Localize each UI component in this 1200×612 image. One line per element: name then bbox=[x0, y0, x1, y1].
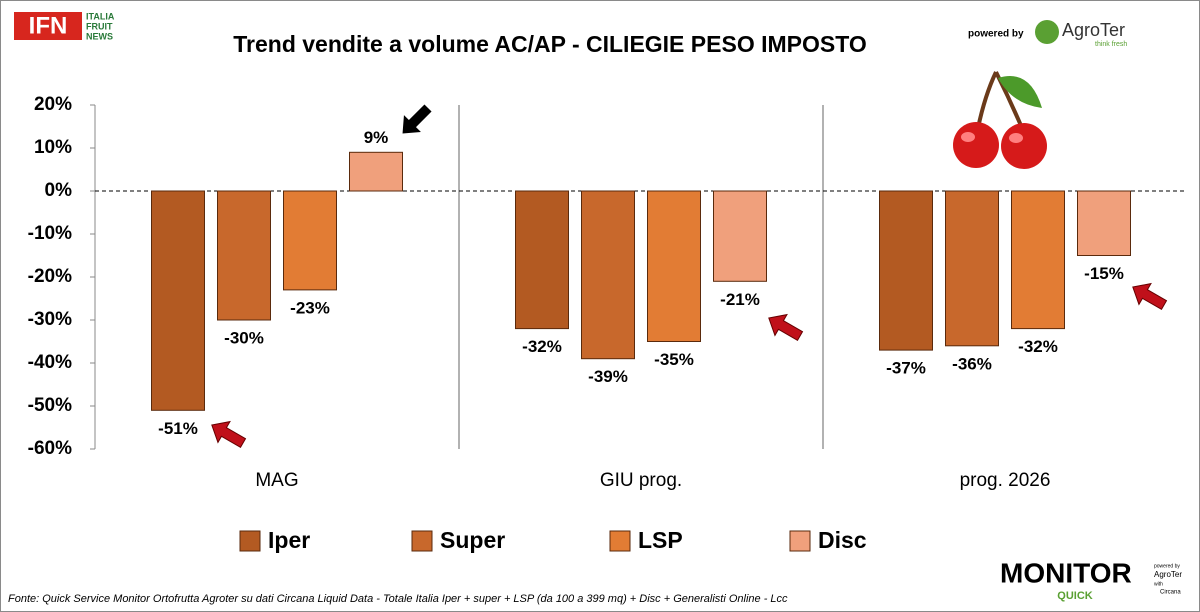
ifn-line: FRUIT bbox=[86, 21, 113, 31]
y-tick-label: 10% bbox=[34, 137, 72, 158]
powered-by: powered by bbox=[968, 29, 1024, 40]
y-tick-label: -40% bbox=[28, 352, 72, 373]
value-label: -23% bbox=[290, 298, 330, 317]
source-note: Fonte: Quick Service Monitor Ortofrutta … bbox=[8, 593, 788, 605]
x-tick-label: MAG bbox=[255, 470, 298, 491]
value-label: -21% bbox=[720, 290, 760, 309]
monitor-side: AgroTer bbox=[1154, 570, 1182, 579]
value-label: -32% bbox=[522, 337, 562, 356]
agroter-tagline: think fresh bbox=[1095, 41, 1127, 48]
y-tick-label: -20% bbox=[28, 266, 72, 287]
legend-label: Iper bbox=[268, 527, 310, 553]
y-tick-label: -50% bbox=[28, 395, 72, 416]
monitor-logo: MONITOR bbox=[1000, 557, 1132, 588]
chart-title: Trend vendite a volume AC/AP - CILIEGIE … bbox=[233, 31, 867, 57]
bar bbox=[945, 190, 999, 347]
monitor-side: powered by bbox=[1154, 563, 1180, 569]
y-tick-label: 0% bbox=[45, 180, 73, 201]
legend-label: LSP bbox=[638, 527, 683, 553]
legend-swatch bbox=[411, 530, 433, 552]
y-tick-label: -10% bbox=[28, 223, 72, 244]
monitor-side: with bbox=[1154, 581, 1163, 587]
value-label: -35% bbox=[654, 350, 694, 369]
bar bbox=[151, 190, 205, 411]
bar bbox=[217, 190, 271, 321]
ifn-line: NEWS bbox=[86, 31, 113, 41]
agroter-logo: AgroTer bbox=[1062, 20, 1125, 40]
monitor-side: Circana bbox=[1160, 590, 1181, 596]
legend-label: Super bbox=[440, 527, 505, 553]
bar bbox=[283, 190, 337, 291]
value-label: -30% bbox=[224, 328, 264, 347]
value-label: -36% bbox=[952, 354, 992, 373]
agroter-icon bbox=[1035, 20, 1059, 44]
bar bbox=[1077, 190, 1131, 256]
legend-swatch bbox=[609, 530, 631, 552]
y-tick-label: 20% bbox=[34, 94, 72, 115]
bar bbox=[581, 190, 635, 360]
legend-swatch bbox=[789, 530, 811, 552]
ifn-logo: IFN bbox=[29, 12, 68, 39]
value-label: -32% bbox=[1018, 337, 1058, 356]
x-tick-label: prog. 2026 bbox=[960, 470, 1051, 491]
bar bbox=[515, 190, 569, 330]
value-label: -15% bbox=[1084, 264, 1124, 283]
legend-label: Disc bbox=[818, 527, 867, 553]
x-tick-label: GIU prog. bbox=[600, 470, 682, 491]
value-label: -51% bbox=[158, 419, 198, 438]
bar bbox=[879, 190, 933, 351]
cherry-illustration bbox=[953, 71, 1047, 169]
value-label: 9% bbox=[364, 128, 389, 147]
quick-logo: QUICK bbox=[1057, 590, 1093, 602]
bar bbox=[713, 190, 767, 282]
value-label: -39% bbox=[588, 367, 628, 386]
y-tick-label: -30% bbox=[28, 309, 72, 330]
ifn-line: ITALIA bbox=[86, 11, 115, 21]
bar bbox=[647, 190, 701, 342]
ifn-logo-box bbox=[14, 12, 82, 40]
annotation-arrows bbox=[211, 104, 1168, 449]
bar bbox=[349, 151, 403, 192]
y-tick-label: -60% bbox=[28, 438, 72, 459]
value-label: -37% bbox=[886, 359, 926, 378]
bar bbox=[1011, 190, 1065, 330]
legend-swatch bbox=[239, 530, 261, 552]
